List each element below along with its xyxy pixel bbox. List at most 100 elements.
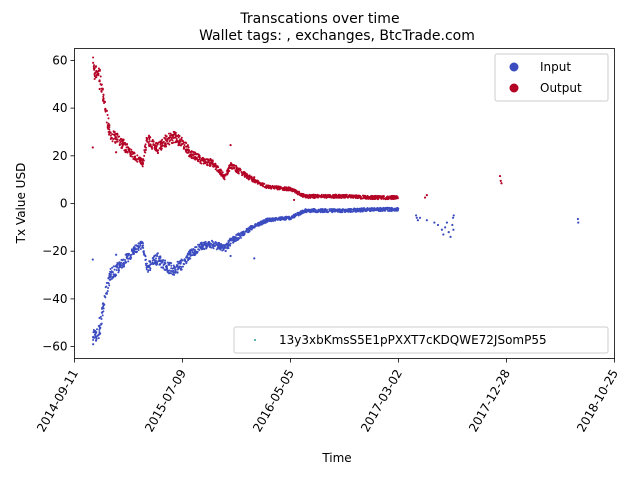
output-point (245, 173, 248, 176)
y-tick-label: −20 (42, 244, 67, 258)
input-point (248, 230, 251, 233)
input-point (156, 252, 159, 255)
input-point (416, 219, 419, 222)
output-point (363, 194, 366, 197)
input-point (104, 286, 107, 289)
input-point (339, 211, 342, 214)
input-point (272, 219, 275, 222)
input-point (356, 209, 359, 212)
input-point (164, 259, 167, 262)
output-point (198, 154, 201, 157)
output-point (134, 155, 137, 158)
input-point (139, 247, 142, 250)
output-point (395, 197, 398, 200)
output-point (106, 124, 109, 127)
input-point (436, 223, 440, 227)
input-point (241, 233, 244, 236)
legend-address-box (233, 326, 609, 354)
input-point (325, 210, 328, 213)
input-point (101, 314, 104, 317)
input-point (259, 220, 262, 223)
legend-address: 13y3xbKmsS5E1pPXXT7cKDQWE72JSomP55 (233, 326, 609, 354)
input-point (176, 265, 179, 268)
output-point (139, 157, 142, 160)
input-point (152, 256, 155, 259)
input-point (220, 246, 223, 249)
output-point (210, 161, 213, 163)
input-point (170, 264, 173, 267)
x-axis: 2014-09-11 2015-07-09 2016-05-05 2017-03-02… (34, 358, 621, 434)
output-point (343, 194, 346, 197)
output-point (107, 133, 110, 136)
output-point (186, 144, 189, 147)
output-point (352, 194, 355, 197)
input-point (194, 246, 197, 249)
output-point (197, 153, 200, 156)
input-point (97, 337, 100, 340)
output-point (127, 148, 130, 151)
output-point (144, 151, 147, 154)
output-point (289, 187, 292, 190)
output-point (192, 154, 195, 157)
input-point (183, 258, 186, 261)
input-point (160, 261, 163, 264)
input-point (104, 296, 107, 299)
input-point (143, 253, 146, 256)
output-point (119, 141, 122, 144)
output-point (219, 171, 222, 174)
output-point (126, 146, 129, 149)
input-point (122, 258, 125, 261)
input-point (451, 223, 454, 227)
output-point (392, 197, 395, 200)
output-point (185, 150, 188, 153)
input-point (122, 262, 125, 265)
input-point (452, 228, 455, 231)
input-point (222, 243, 225, 246)
output-point (498, 174, 502, 178)
input-point (173, 265, 176, 268)
input-point (291, 215, 294, 218)
output-point (226, 171, 229, 174)
input-point (278, 216, 281, 219)
output-point (184, 148, 187, 151)
input-point (147, 270, 150, 273)
input-point (217, 241, 220, 244)
output-point (245, 177, 248, 180)
output-point (116, 133, 119, 136)
output-point (170, 141, 173, 144)
output-point (104, 100, 107, 103)
input-point (354, 210, 357, 213)
input-point (297, 211, 300, 214)
output-point (243, 170, 246, 173)
input-point (192, 248, 195, 251)
output-point (262, 182, 265, 185)
input-point (178, 265, 181, 268)
output-point (336, 196, 339, 199)
input-point (166, 268, 169, 271)
output-point (224, 173, 227, 176)
output-point (143, 154, 146, 157)
input-point (94, 333, 97, 336)
input-point (111, 270, 114, 273)
input-point (153, 255, 156, 258)
output-point (165, 135, 168, 138)
output-point (111, 140, 114, 143)
output-point (148, 140, 151, 143)
x-axis-title: Time (321, 451, 351, 465)
output-point (133, 156, 136, 159)
input-point (192, 253, 195, 256)
input-point (182, 265, 185, 268)
input-point (196, 250, 199, 253)
output-point (169, 139, 172, 142)
output-point (192, 156, 195, 159)
input-point (266, 220, 269, 223)
input-point (124, 261, 127, 264)
output-point (362, 197, 365, 200)
input-point (239, 236, 242, 239)
input-point (234, 237, 237, 240)
input-point (203, 248, 206, 251)
output-point (159, 142, 162, 145)
input-point (418, 216, 422, 219)
output-point (178, 141, 181, 144)
input-point (347, 210, 350, 213)
